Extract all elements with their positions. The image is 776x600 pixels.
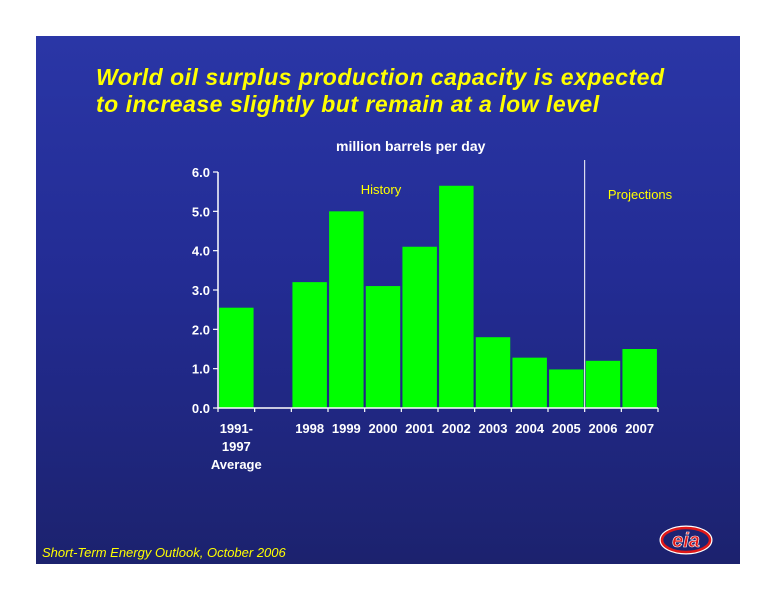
source-note: Short-Term Energy Outlook, October 2006 (42, 545, 286, 560)
bar-8 (512, 357, 547, 408)
x-tick-label-9-0: 2005 (552, 421, 581, 436)
bar-3 (329, 211, 364, 408)
bar-0 (219, 307, 254, 408)
projections-label: Projections (608, 187, 673, 202)
x-tick-label-6-0: 2002 (442, 421, 471, 436)
unit-label: million barrels per day (336, 138, 486, 154)
x-tick-label-5-0: 2001 (405, 421, 434, 436)
y-tick-label-3: 3.0 (192, 283, 210, 298)
slide: World oil surplus production capacity is… (36, 36, 740, 564)
bar-6 (439, 185, 474, 408)
x-tick-label-0-2: Average (211, 457, 262, 472)
y-tick-label-1: 1.0 (192, 362, 210, 377)
title-line-1: World oil surplus production capacity is… (96, 64, 665, 90)
bar-9 (549, 369, 584, 408)
bar-11 (622, 349, 657, 408)
x-tick-label-2-0: 1998 (295, 421, 324, 436)
y-tick-label-4: 4.0 (192, 244, 210, 259)
y-tick-label-2: 2.0 (192, 322, 210, 337)
x-tick-label-4-0: 2000 (369, 421, 398, 436)
bar-2 (292, 282, 327, 408)
history-label: History (361, 182, 402, 197)
y-tick-label-6: 6.0 (192, 165, 210, 180)
x-tick-label-8-0: 2004 (515, 421, 545, 436)
bar-10 (585, 360, 621, 408)
x-tick-label-11-0: 2007 (625, 421, 654, 436)
y-tick-label-5: 5.0 (192, 204, 210, 219)
chart-title: World oil surplus production capacity is… (96, 64, 726, 118)
x-tick-label-3-0: 1999 (332, 421, 361, 436)
title-line-2: to increase slightly but remain at a low… (96, 91, 600, 117)
logo-text: eia (672, 530, 700, 552)
bar-7 (475, 337, 511, 408)
x-tick-label-7-0: 2003 (479, 421, 508, 436)
eia-logo: eia (659, 525, 713, 555)
x-tick-label-0-0: 1991- (220, 421, 253, 436)
bar-5 (402, 246, 437, 408)
bar-4 (365, 286, 401, 408)
bar-chart: 0.0 1.0 2.0 3.0 4.0 5.0 6.0 1991- 1997 Average 199… (192, 160, 673, 472)
x-tick-label-0-1: 1997 (222, 439, 251, 454)
y-tick-label-0: 0.0 (192, 401, 210, 416)
x-tick-label-10-0: 2006 (589, 421, 618, 436)
